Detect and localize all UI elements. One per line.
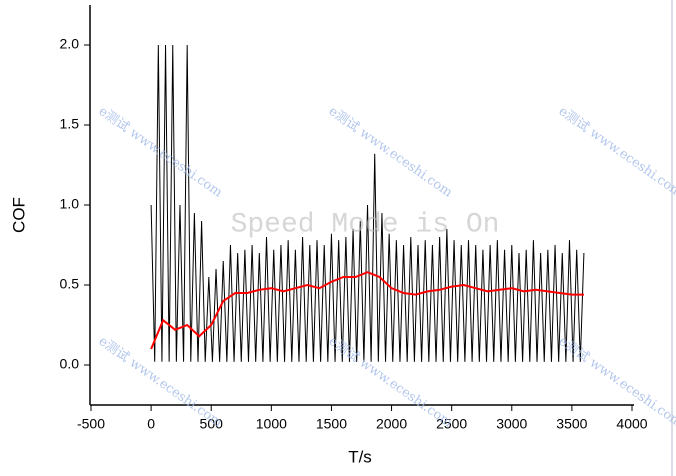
y-tick-label: 2.0 [60,36,80,52]
x-tick-label: -500 [77,416,105,432]
watermark: e测试 www.eceshi.com [556,104,676,201]
data-line [150,44,585,362]
data-line [150,271,584,350]
x-tick-label: 1000 [256,416,287,432]
y-tick-label: 1.5 [60,116,80,132]
x-tick-label: 1500 [316,416,347,432]
x-tick-label: 0 [147,416,155,432]
x-tick-label: 2000 [376,416,407,432]
x-tick-label: 2500 [436,416,467,432]
x-tick-label: 3500 [556,416,587,432]
y-tick-label: 0.5 [60,276,80,292]
y-axis-label: COF [9,197,28,233]
x-axis-label: T/s [348,447,372,466]
y-tick-label: 0.0 [60,356,80,372]
y-tick-label: 1.0 [60,196,80,212]
x-tick-label: 3000 [496,416,527,432]
x-tick-label: 4000 [616,416,647,432]
watermark: e测试 www.eceshi.com [326,104,455,201]
overlay-text: Speed Mode is On [231,209,500,240]
x-tick-label: 500 [200,416,224,432]
